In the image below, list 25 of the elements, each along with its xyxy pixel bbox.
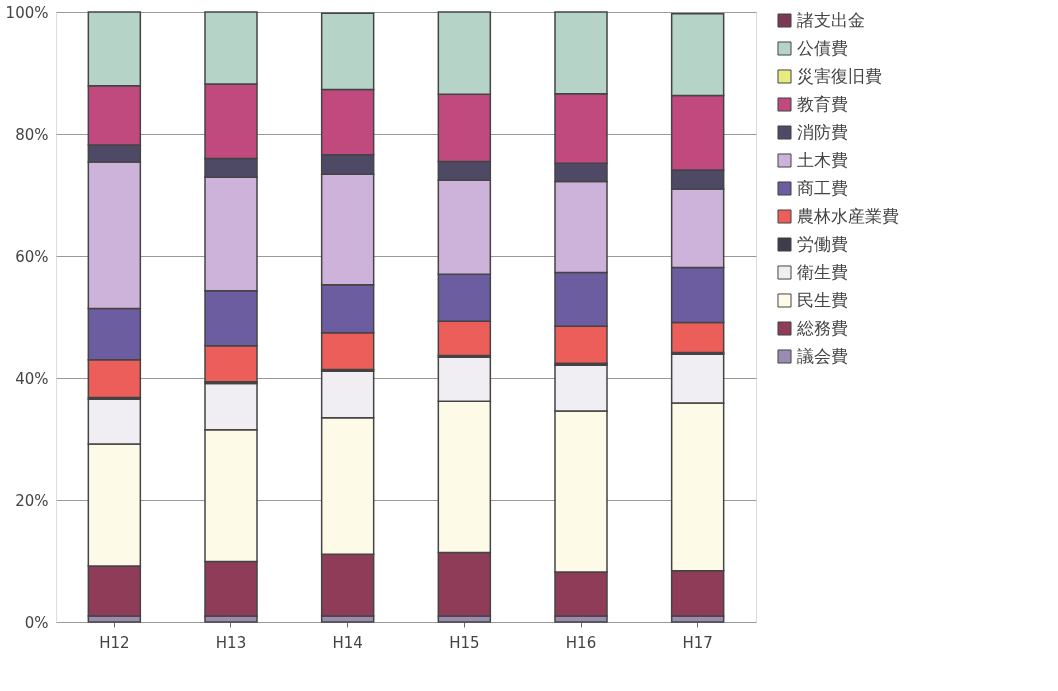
legend-label: 災害復旧費: [797, 65, 882, 86]
legend-label: 諸支出金: [797, 9, 865, 30]
x-tick-label: H13: [215, 633, 247, 652]
x-tick-label: H16: [565, 633, 597, 652]
y-tick-label: 80%: [15, 125, 49, 144]
y-tick-label: 20%: [15, 491, 49, 510]
legend-label: 土木費: [797, 149, 848, 170]
y-tick-label: 0%: [24, 613, 49, 632]
legend-label: 教育費: [797, 93, 848, 114]
legend-label: 総務費: [796, 317, 848, 338]
legend-label: 労働費: [797, 233, 848, 254]
legend-label: 議会費: [797, 345, 848, 366]
y-tick-label: 40%: [15, 369, 49, 388]
legend-label: 衛生費: [797, 261, 848, 282]
y-tick-label: 100%: [5, 3, 49, 22]
x-tick-label: H12: [99, 633, 130, 652]
legend-label: 公債費: [797, 37, 848, 58]
legend-label: 商工費: [797, 177, 848, 198]
x-tick-label: H17: [682, 633, 713, 652]
y-tick-label: 60%: [15, 247, 49, 266]
x-tick-label: H15: [449, 633, 480, 652]
x-tick-label: H14: [332, 633, 363, 652]
legend-label: 消防費: [797, 121, 848, 142]
legend-label: 民生費: [797, 289, 848, 310]
legend-label: 農林水産業費: [797, 205, 899, 226]
